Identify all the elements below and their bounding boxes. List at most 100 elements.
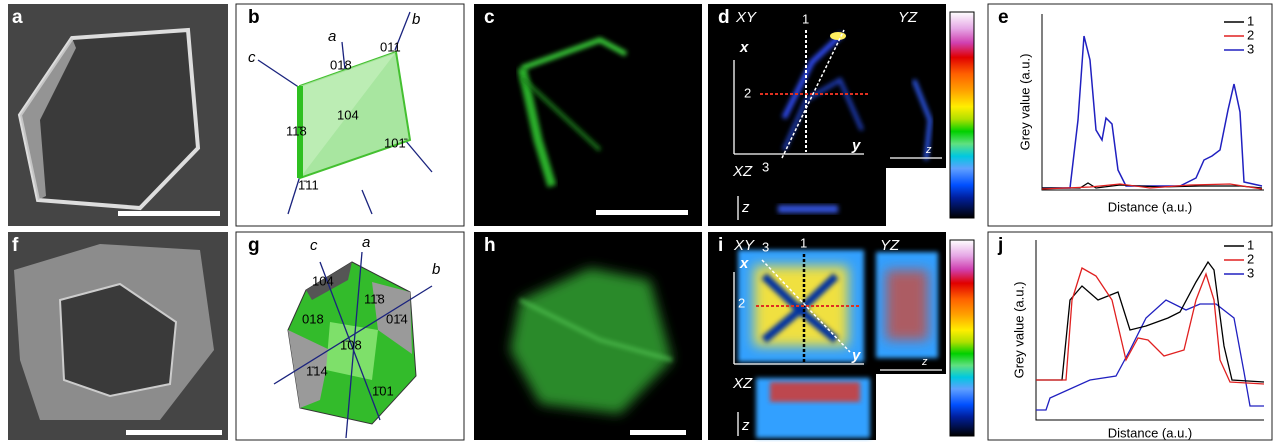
profile-3-line	[1042, 35, 1263, 189]
x-label: Distance (a.u.)	[1108, 425, 1193, 440]
profile-label: 3	[762, 239, 769, 254]
panel-d: d XY YZ XZ x y z z 1 2 3	[708, 4, 980, 226]
signal	[782, 77, 864, 151]
signal	[781, 32, 844, 120]
panel-c: c	[474, 4, 702, 226]
view-label: XZ	[732, 163, 753, 180]
facet-label: 11̄8	[364, 291, 385, 306]
profile-label: 2	[744, 85, 751, 100]
panel-j: 1 2 3 j Distance (a.u.) Grey value (a.u.…	[987, 231, 1273, 441]
profile-3	[761, 259, 851, 353]
legend-label: 1	[1247, 13, 1254, 28]
panel-label: a	[12, 7, 23, 28]
panel-g: g c a b 104 11̄8 018 01̄4 1̄08 1̄14 1̄01	[235, 231, 465, 441]
facet-label: 01̄4	[386, 311, 408, 326]
signal	[510, 268, 672, 414]
facet-label: 104	[312, 273, 334, 288]
profile-2-line	[1041, 183, 1263, 190]
axis-label: z	[925, 144, 932, 156]
scale-bar	[118, 211, 220, 216]
colorbar	[949, 11, 975, 219]
crystal-cavity	[58, 282, 178, 398]
scale-bar	[630, 430, 686, 435]
axes	[257, 11, 433, 215]
legend-label: 3	[1247, 265, 1254, 280]
facet-label: 1̄01	[372, 383, 394, 398]
panel-a: a	[8, 4, 228, 226]
panel-label: h	[484, 235, 496, 256]
profile-label: 1	[802, 11, 809, 26]
legend-label: 2	[1247, 251, 1254, 266]
legend-label: 2	[1247, 27, 1254, 42]
signal	[761, 273, 839, 344]
axis-label: b	[412, 11, 420, 28]
legend-label: 1	[1247, 237, 1254, 252]
plot-axes	[1035, 240, 1264, 421]
crystal-edge	[20, 38, 76, 200]
signal	[770, 382, 860, 402]
axis-label: a	[362, 234, 370, 251]
scale-bar	[126, 430, 222, 435]
profile-3	[781, 29, 845, 159]
axes	[273, 251, 433, 439]
signal	[520, 76, 602, 152]
panel-b: b a b c 018 011 104 11̄8 101̄ 1̄11	[235, 3, 465, 227]
profile-label: 3	[762, 159, 769, 174]
profile-1-line	[1042, 182, 1263, 189]
axis-label: c	[310, 237, 318, 254]
panel-e: 1 2 3 e Distance (a.u.) Grey value (a.u.…	[987, 3, 1273, 227]
facet	[326, 322, 378, 380]
panel-frame	[235, 3, 465, 227]
axis-label: x	[739, 255, 749, 272]
facet	[300, 52, 396, 178]
view-label: YZ	[898, 9, 918, 26]
axis-label: z	[921, 356, 928, 368]
legend-label: 3	[1247, 41, 1254, 56]
panel-label: i	[718, 235, 723, 256]
axis-arrows	[733, 272, 942, 436]
axis-label: z	[741, 199, 750, 216]
axis-label: z	[741, 417, 750, 434]
y-label: Grey value (a.u.)	[1017, 54, 1032, 151]
panel-label: f	[12, 235, 19, 256]
facet	[306, 262, 352, 300]
scale-bar	[596, 210, 688, 215]
signal	[517, 67, 557, 188]
panel-h: h	[474, 232, 702, 440]
panel-label: b	[248, 7, 260, 28]
signal	[886, 270, 928, 340]
fluorescence-image	[474, 4, 702, 226]
panel-f: f	[8, 232, 228, 440]
panel-frame	[987, 231, 1273, 441]
profile-label: 2	[738, 295, 745, 310]
view-label: YZ	[880, 237, 900, 254]
facet	[372, 282, 412, 354]
facet-label: 11̄8	[286, 123, 307, 138]
plot-axes	[1041, 14, 1264, 191]
panel-label: e	[998, 7, 1009, 28]
axis-arrows	[733, 60, 942, 220]
facet-label: 018	[330, 57, 352, 72]
profile-1-line	[1036, 260, 1265, 383]
axis-label: c	[248, 49, 256, 66]
panel-frame	[235, 231, 465, 441]
view-label: XY	[735, 9, 757, 26]
axis-label: a	[328, 28, 336, 45]
panel-label: d	[718, 7, 730, 28]
y-label: Grey value (a.u.)	[1011, 282, 1026, 379]
axis-label: x	[739, 39, 749, 56]
panel-i: i XY YZ XZ x y z z 1 2 3	[708, 232, 980, 440]
facet-label: 1̄11	[298, 177, 319, 192]
axis-label: y	[851, 137, 861, 154]
axis-label: y	[851, 347, 861, 364]
profile-2-line	[1036, 267, 1265, 385]
signal	[519, 298, 673, 362]
hotspot	[830, 32, 846, 40]
view-label: XY	[733, 237, 755, 254]
panel-label: j	[997, 235, 1003, 256]
profile-3-line	[1036, 299, 1264, 411]
facet-label: 1̄14	[306, 363, 328, 378]
facet-label: 011	[380, 39, 401, 54]
panel-label: g	[248, 235, 260, 256]
